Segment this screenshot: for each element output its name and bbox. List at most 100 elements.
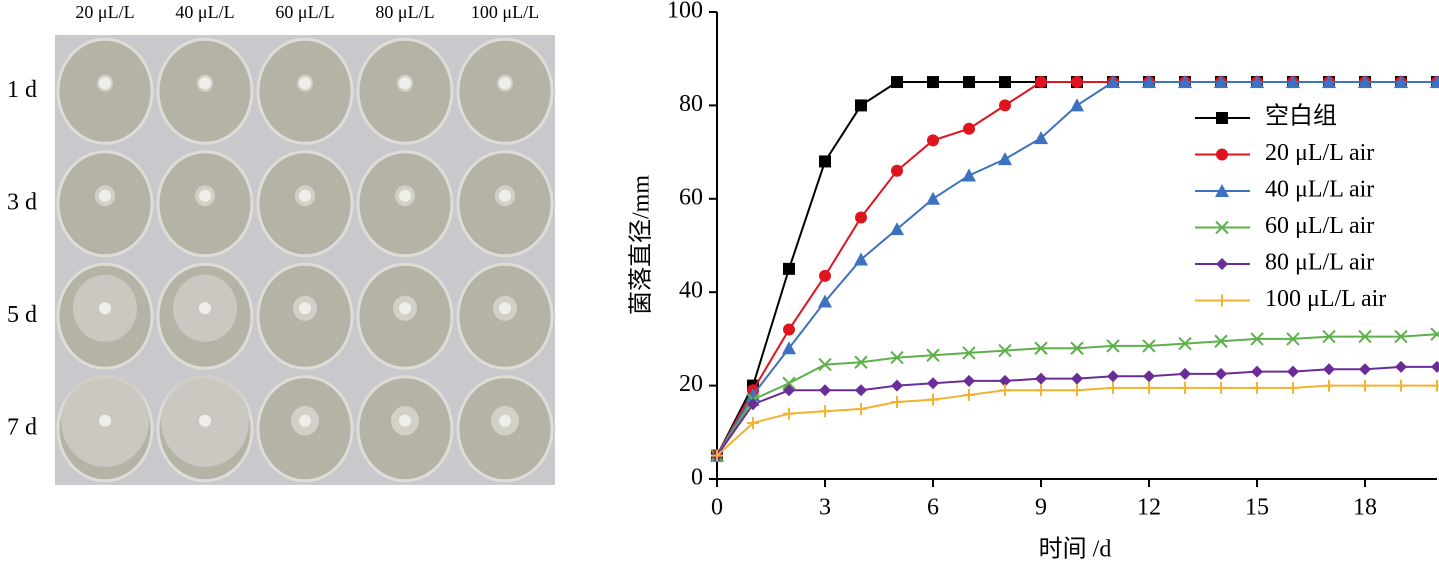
marker bbox=[1034, 131, 1048, 145]
colony-center bbox=[199, 414, 211, 427]
marker bbox=[999, 384, 1011, 397]
marker bbox=[818, 357, 832, 372]
marker bbox=[818, 294, 832, 308]
row-label: 1 d bbox=[7, 77, 37, 103]
x-tick-label: 18 bbox=[1353, 495, 1377, 521]
marker bbox=[1250, 332, 1264, 346]
marker bbox=[1179, 367, 1191, 380]
marker bbox=[1431, 360, 1439, 373]
colony-center bbox=[299, 189, 311, 202]
marker bbox=[1035, 76, 1047, 89]
marker bbox=[1143, 381, 1155, 394]
marker bbox=[1070, 98, 1084, 112]
legend-marker bbox=[1216, 258, 1228, 270]
colony-center bbox=[399, 77, 411, 90]
legend-marker bbox=[1215, 184, 1229, 197]
colony-center bbox=[499, 77, 511, 90]
y-tick-label: 80 bbox=[679, 91, 703, 117]
marker bbox=[783, 384, 795, 397]
marker bbox=[747, 416, 759, 429]
marker bbox=[819, 405, 831, 418]
marker bbox=[1142, 75, 1156, 89]
marker bbox=[782, 376, 796, 390]
colony-center bbox=[399, 414, 411, 427]
marker bbox=[1214, 334, 1228, 348]
legend-label: 40 μL/L air bbox=[1265, 177, 1374, 203]
marker bbox=[1286, 332, 1300, 346]
marker bbox=[783, 407, 795, 420]
marker bbox=[998, 152, 1012, 166]
marker bbox=[1251, 365, 1263, 378]
colony-center bbox=[99, 414, 111, 427]
marker bbox=[855, 384, 867, 397]
marker bbox=[1070, 341, 1084, 355]
y-tick-label: 40 bbox=[679, 278, 703, 304]
colony-center bbox=[299, 414, 311, 427]
legend-marker bbox=[1215, 220, 1229, 235]
marker bbox=[1107, 370, 1119, 383]
marker bbox=[1106, 75, 1120, 89]
x-tick-label: 12 bbox=[1137, 495, 1161, 521]
row-label: 7 d bbox=[7, 414, 37, 440]
marker bbox=[1359, 379, 1371, 392]
marker bbox=[819, 269, 831, 282]
marker bbox=[1323, 363, 1335, 376]
marker bbox=[855, 99, 867, 112]
colony-center bbox=[499, 189, 511, 202]
marker bbox=[1395, 379, 1407, 392]
colony-center bbox=[499, 302, 511, 315]
marker bbox=[963, 76, 975, 89]
colony-center bbox=[99, 77, 111, 90]
y-tick-label: 60 bbox=[679, 184, 703, 210]
marker bbox=[854, 355, 868, 369]
marker bbox=[1394, 75, 1408, 89]
marker bbox=[1359, 363, 1371, 376]
colony-center bbox=[99, 302, 111, 315]
marker bbox=[1035, 372, 1047, 385]
marker bbox=[891, 395, 903, 408]
marker bbox=[891, 379, 903, 392]
marker bbox=[998, 343, 1012, 358]
marker bbox=[1430, 327, 1439, 341]
marker bbox=[782, 341, 796, 355]
marker bbox=[1287, 381, 1299, 394]
marker bbox=[1071, 384, 1083, 397]
marker bbox=[1322, 75, 1336, 89]
marker bbox=[999, 374, 1011, 387]
marker bbox=[963, 388, 975, 401]
marker bbox=[926, 348, 940, 362]
marker bbox=[1286, 75, 1300, 89]
marker bbox=[854, 252, 868, 266]
marker bbox=[927, 377, 939, 390]
x-tick-label: 9 bbox=[1035, 495, 1047, 521]
row-label: 5 d bbox=[7, 302, 37, 328]
legend-marker bbox=[1216, 112, 1228, 124]
legend-label: 80 μL/L air bbox=[1265, 250, 1374, 276]
colony-center bbox=[499, 414, 511, 427]
marker bbox=[1395, 360, 1407, 373]
marker bbox=[962, 168, 976, 182]
marker bbox=[855, 211, 867, 224]
colony-center bbox=[299, 77, 311, 90]
marker bbox=[963, 374, 975, 387]
marker bbox=[855, 402, 867, 415]
x-tick-label: 0 bbox=[711, 495, 723, 521]
column-label: 20 μL/L bbox=[75, 2, 134, 22]
marker bbox=[891, 76, 903, 89]
marker bbox=[1287, 365, 1299, 378]
marker bbox=[1323, 379, 1335, 392]
marker bbox=[1071, 76, 1083, 89]
legend-label: 100 μL/L air bbox=[1265, 286, 1386, 312]
marker bbox=[927, 393, 939, 406]
marker bbox=[1430, 75, 1439, 89]
marker bbox=[927, 76, 939, 89]
x-axis-label: 时间 /d bbox=[1039, 536, 1112, 563]
marker bbox=[891, 164, 903, 177]
marker bbox=[1431, 379, 1439, 392]
column-label: 40 μL/L bbox=[175, 2, 234, 22]
marker bbox=[1214, 75, 1228, 89]
marker bbox=[962, 346, 976, 360]
legend-label: 60 μL/L air bbox=[1265, 213, 1374, 239]
marker bbox=[1142, 339, 1156, 353]
